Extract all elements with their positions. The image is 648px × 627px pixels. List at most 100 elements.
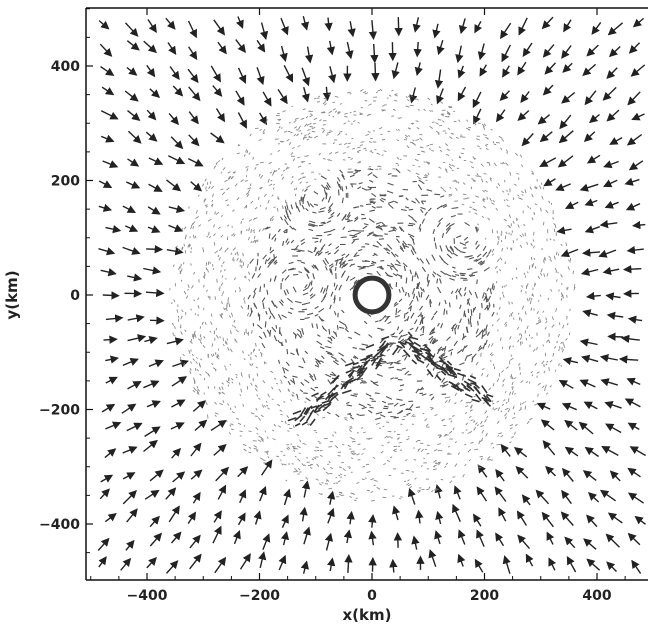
inner-vector	[458, 155, 462, 159]
inner-vector	[295, 469, 299, 472]
inner-vector	[437, 346, 443, 351]
outer-vector-arrow	[542, 84, 554, 96]
inner-vector	[341, 215, 347, 221]
inner-vector	[247, 354, 250, 357]
inner-vector	[306, 312, 314, 316]
inner-vector	[440, 478, 444, 481]
outer-vector-arrow	[125, 224, 139, 233]
inner-vector	[567, 266, 570, 271]
streak-ridge-vector	[328, 396, 335, 403]
inner-vector	[545, 209, 549, 214]
inner-vector	[530, 371, 533, 374]
inner-vector	[385, 421, 390, 424]
outer-vector-arrow	[122, 490, 137, 505]
inner-vector	[181, 247, 184, 251]
inner-vector	[425, 423, 429, 427]
inner-vector	[446, 336, 451, 341]
inner-vector	[521, 164, 524, 168]
inner-vector	[337, 480, 341, 483]
inner-vector	[504, 416, 507, 420]
inner-vector	[250, 240, 253, 244]
inner-vector	[319, 449, 323, 452]
inner-vector	[273, 254, 275, 259]
inner-vector	[458, 287, 462, 293]
inner-vector	[247, 294, 251, 300]
inner-vector	[316, 340, 323, 346]
outer-vector-arrow	[212, 525, 222, 544]
outer-vector-arrow	[143, 40, 157, 54]
streak-ridge-vector	[430, 362, 440, 370]
inner-vector	[297, 165, 302, 168]
inner-vector	[468, 290, 473, 296]
inner-vector	[441, 418, 445, 422]
inner-vector	[265, 400, 268, 403]
inner-vector	[496, 378, 500, 383]
outer-vector-arrow	[628, 42, 641, 54]
inner-vector	[221, 382, 224, 385]
inner-vector	[395, 129, 398, 131]
outer-vector-arrow	[120, 557, 132, 571]
inner-vector	[249, 258, 254, 264]
inner-vector	[434, 489, 437, 491]
inner-vector	[367, 409, 373, 414]
inner-vector	[252, 229, 256, 232]
inner-vector	[278, 330, 283, 337]
inner-vector	[369, 397, 374, 401]
inner-vector	[395, 168, 401, 174]
outer-vector-arrow	[171, 376, 188, 387]
outer-vector-arrow	[146, 245, 164, 254]
inner-vector	[411, 275, 414, 282]
inner-vector	[407, 479, 410, 482]
inner-vector	[290, 398, 292, 402]
inner-vector	[363, 320, 368, 325]
outer-vector-arrow	[98, 20, 110, 30]
inner-vector	[214, 211, 216, 215]
inner-vector	[340, 256, 344, 261]
outer-vector-arrow	[301, 67, 310, 87]
inner-vector	[271, 398, 274, 401]
inner-vector	[407, 483, 412, 487]
streak-ridge-vector	[372, 352, 379, 359]
inner-vector	[375, 422, 380, 425]
outer-vector-arrow	[589, 113, 600, 124]
inner-vector	[261, 297, 266, 303]
inner-vector	[412, 142, 417, 146]
inner-vector	[330, 265, 334, 269]
inner-vector	[256, 258, 259, 266]
y-tick-label: −400	[39, 517, 80, 533]
inner-vector	[417, 313, 422, 318]
inner-vector	[234, 338, 237, 341]
inner-vector	[270, 153, 273, 155]
inner-vector	[427, 207, 432, 212]
inner-vector	[420, 201, 424, 205]
inner-vector	[415, 197, 421, 204]
inner-vector	[214, 412, 219, 415]
outer-vector-arrow	[127, 334, 147, 343]
inner-vector	[541, 385, 545, 389]
inner-vector	[396, 368, 402, 371]
inner-vector	[351, 263, 355, 266]
inner-vector	[431, 254, 436, 261]
inner-vector	[349, 234, 356, 237]
inner-vector	[512, 405, 515, 410]
outer-vector-arrow	[326, 40, 336, 56]
inner-vector	[482, 245, 487, 251]
inner-vector	[520, 289, 523, 293]
inner-vector	[347, 444, 351, 448]
outer-vector-arrow	[126, 422, 143, 432]
inner-vector	[366, 438, 370, 440]
inner-vector	[326, 184, 330, 191]
inner-vector	[480, 425, 485, 428]
inner-vector	[287, 389, 290, 392]
inner-vector	[369, 406, 374, 409]
inner-vector	[280, 420, 284, 423]
inner-vector	[322, 467, 326, 471]
outer-vector-arrow	[149, 515, 160, 528]
inner-vector	[382, 425, 385, 428]
inner-vector	[265, 226, 271, 230]
inner-vector	[373, 382, 379, 387]
inner-vector	[358, 248, 363, 252]
inner-vector	[493, 407, 498, 411]
inner-vector	[363, 91, 367, 94]
inner-vector	[427, 172, 430, 176]
